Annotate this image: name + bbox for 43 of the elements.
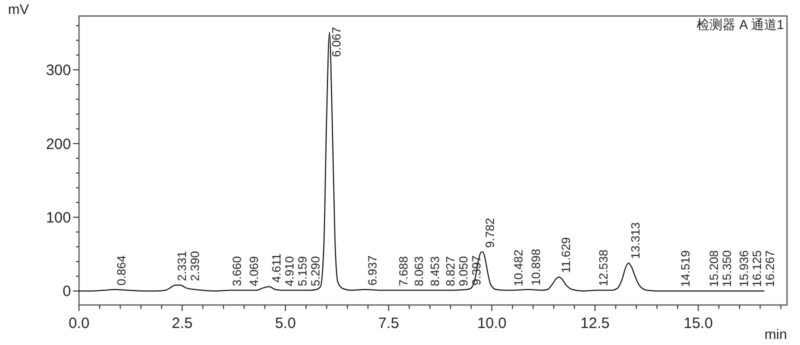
annotation: 16.125 (750, 250, 764, 287)
annotation: 11.629 (559, 236, 574, 273)
annotation: 12.538 (596, 249, 611, 286)
y-tick-label: 100 (46, 210, 71, 227)
annotation: 10.898 (528, 248, 543, 286)
annotation: 2.390 (188, 250, 202, 282)
x-tick-label: 5.0 (274, 315, 296, 332)
annotation: 8.827 (443, 256, 458, 286)
x-tick-label: 2.5 (172, 315, 193, 332)
annotation: 2.331 (175, 250, 190, 282)
annotation: 8.453 (428, 256, 442, 286)
annotation: 3.660 (230, 256, 244, 286)
annotation: 15.208 (706, 250, 721, 287)
x-tick-label: 12.5 (580, 315, 610, 332)
y-tick-label: 0 (62, 283, 71, 300)
annotation: 6.067 (329, 26, 344, 57)
x-tick-label: 15.0 (684, 315, 713, 332)
annotation: 5.159 (295, 256, 310, 286)
y-axis-title: mV (8, 1, 30, 17)
annotation: 4.611 (269, 253, 284, 283)
x-tick-label: 10.0 (477, 315, 506, 332)
annotation: 6.937 (365, 255, 380, 286)
y-tick-label: 300 (46, 62, 71, 80)
annotation: 13.313 (628, 222, 643, 259)
x-axis-title: min (764, 326, 787, 342)
annotation: 14.519 (678, 250, 692, 287)
chart-title: 检测器 A 通道1 (696, 17, 784, 32)
annotation: 7.688 (396, 256, 410, 286)
annotation: 15.350 (720, 250, 734, 287)
annotation: 0.864 (114, 255, 129, 286)
annotation: 10.482 (512, 249, 526, 286)
annotation: 9.782 (482, 218, 497, 248)
annotation: 5.290 (308, 256, 322, 286)
x-tick-label: 7.5 (378, 315, 400, 332)
annotation: 15.936 (736, 250, 751, 287)
annotation: 9.397 (469, 255, 484, 286)
x-tick-label: 0.0 (68, 315, 90, 332)
annotation: 9.050 (456, 256, 470, 286)
annotation: 8.063 (412, 256, 426, 286)
annotation: 16.267 (762, 250, 777, 287)
y-tick-label: 200 (46, 136, 71, 153)
annotation: 4.910 (282, 256, 296, 286)
annotation: 4.069 (246, 256, 261, 286)
